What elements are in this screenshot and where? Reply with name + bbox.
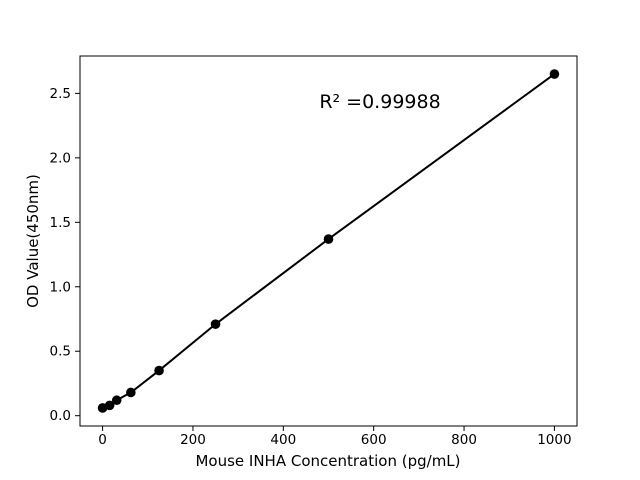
y-tick-label: 1.5 bbox=[50, 215, 71, 231]
r-squared-annotation: R² =0.99988 bbox=[319, 91, 441, 113]
y-axis-label: OD Value(450nm) bbox=[24, 174, 42, 308]
data-point-marker bbox=[210, 319, 221, 329]
x-tick-label: 200 bbox=[180, 432, 206, 448]
data-point-marker bbox=[104, 400, 115, 411]
data-point-marker bbox=[549, 69, 560, 79]
data-point-marker bbox=[323, 234, 334, 244]
axes-frame bbox=[79, 55, 578, 427]
y-tick-label: 1.0 bbox=[50, 279, 71, 295]
y-tick-label: 0.5 bbox=[50, 344, 71, 360]
y-tick-label: 0.0 bbox=[50, 408, 71, 424]
x-tick-label: 400 bbox=[270, 432, 296, 448]
x-tick-label: 1000 bbox=[537, 432, 571, 448]
x-tick-label: 0 bbox=[98, 432, 107, 448]
data-point-marker bbox=[111, 395, 122, 406]
x-tick-label: 600 bbox=[361, 432, 387, 448]
data-point-marker bbox=[126, 387, 136, 398]
y-tick-label: 2.0 bbox=[50, 150, 71, 166]
y-tick-label: 2.5 bbox=[50, 86, 71, 102]
x-tick-label: 800 bbox=[451, 432, 477, 448]
x-axis-label: Mouse INHA Concentration (pg/mL) bbox=[195, 452, 461, 470]
data-point-marker bbox=[154, 365, 164, 376]
